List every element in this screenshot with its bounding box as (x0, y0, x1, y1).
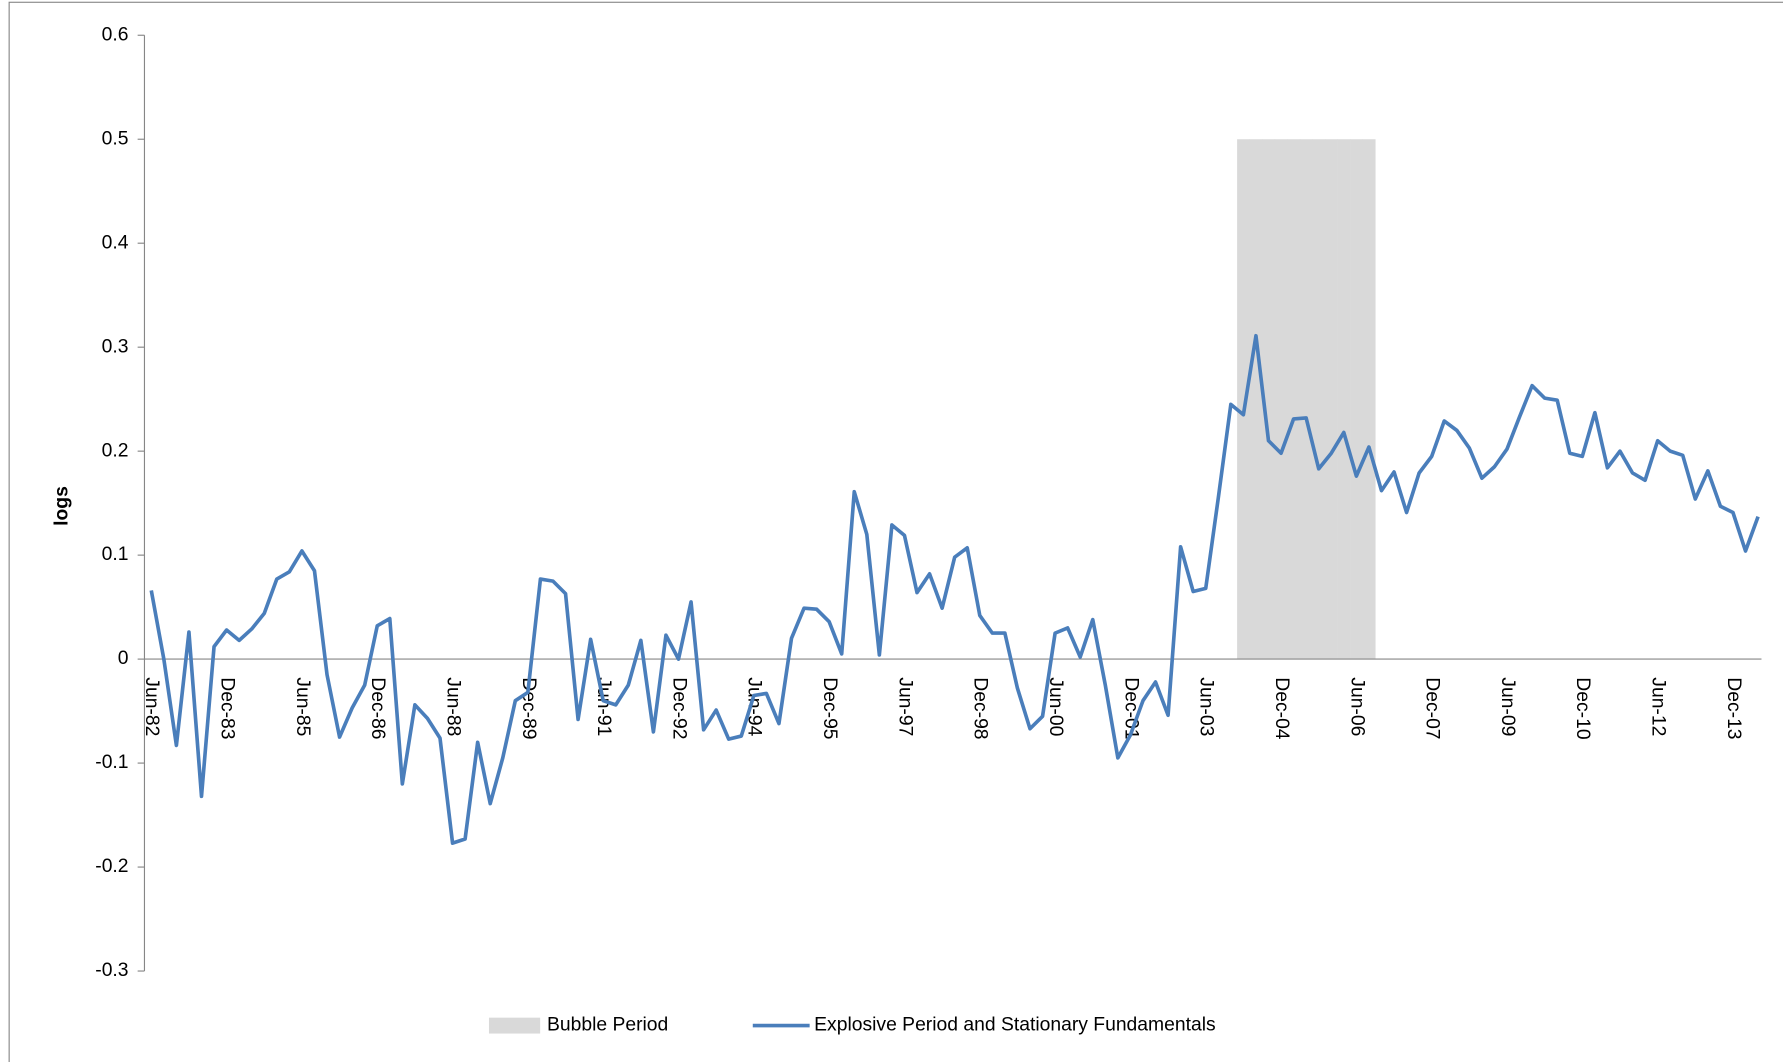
bubble-bar (1362, 139, 1376, 660)
bubble-bar (1287, 139, 1301, 660)
bubble-bar (1324, 139, 1338, 660)
legend-label: Bubble Period (547, 1015, 668, 1036)
y-tick-label: -0.2 (95, 856, 128, 877)
x-tick-label: Dec-13 (1723, 677, 1744, 739)
y-tick-label: 0.4 (102, 232, 129, 253)
x-tick-label: Jun-09 (1497, 677, 1518, 736)
x-tick-label: Dec-92 (668, 677, 689, 739)
x-tick-label: Jun-82 (141, 677, 162, 736)
legend-swatch (488, 1017, 541, 1034)
x-tick-label: Dec-10 (1572, 677, 1593, 739)
x-tick-label: Jun-12 (1648, 677, 1669, 736)
bubble-bar (1274, 139, 1288, 660)
y-tick-label: -0.1 (95, 752, 128, 773)
y-tick-label: 0.3 (102, 336, 129, 357)
bubble-bar (1350, 139, 1363, 660)
x-tick-label: Jun-00 (1045, 677, 1066, 736)
x-tick-label: Jun-85 (292, 677, 313, 736)
x-tick-label: Jun-03 (1196, 677, 1217, 736)
x-tick-label: Jun-91 (593, 677, 614, 736)
y-tick-label: 0.6 (102, 24, 129, 45)
legend-label: Explosive Period and Stationary Fundamen… (814, 1015, 1216, 1036)
bubble-bar (1312, 139, 1326, 660)
y-tick-label: -0.3 (95, 960, 128, 981)
x-tick-label: Dec-89 (518, 677, 539, 739)
x-tick-label: Dec-83 (216, 677, 237, 739)
x-tick-label: Dec-07 (1422, 677, 1443, 739)
y-tick-label: 0.2 (102, 440, 129, 461)
x-tick-label: Jun-97 (894, 677, 915, 736)
x-tick-label: Jun-06 (1346, 677, 1367, 736)
x-tick-label: Dec-86 (367, 677, 388, 739)
x-tick-label: Dec-95 (819, 677, 840, 739)
y-tick-label: 0.1 (102, 544, 129, 565)
bubble-bar (1337, 139, 1351, 660)
y-axis-label: logs (52, 486, 73, 526)
y-tick-label: 0 (118, 648, 129, 669)
bubble-bar (1249, 139, 1263, 660)
bubble-bar (1262, 139, 1276, 660)
x-tick-label: Dec-98 (970, 677, 991, 739)
x-tick-label: Jun-94 (744, 677, 765, 736)
bubble-bar (1299, 139, 1313, 660)
bubble-bar (1237, 139, 1251, 660)
x-tick-label: Dec-04 (1271, 677, 1292, 740)
data-line (149, 333, 1760, 845)
y-tick-label: 0.5 (102, 128, 129, 149)
chart-frame (8, 1, 1783, 1062)
x-tick-label: Jun-88 (442, 677, 463, 736)
